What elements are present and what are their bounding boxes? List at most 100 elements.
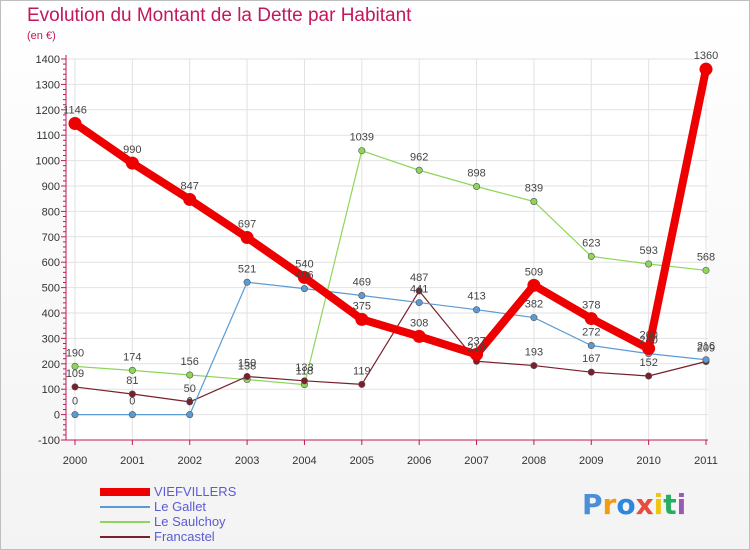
x-tick-label: 2008 — [522, 455, 546, 467]
data-point — [128, 366, 136, 374]
grid — [66, 58, 708, 441]
data-point — [530, 362, 538, 370]
logo-letter: o — [616, 488, 636, 521]
data-label: 847 — [181, 180, 199, 192]
data-point — [527, 278, 541, 292]
x-tick-label: 2007 — [464, 455, 488, 467]
data-label: 237 — [467, 335, 485, 347]
logo-letter: t — [663, 488, 677, 521]
x-tick-label: 2010 — [636, 455, 660, 467]
data-label: 540 — [295, 258, 313, 270]
y-tick-label: -100 — [38, 435, 60, 447]
y-tick-label: 1100 — [36, 130, 60, 142]
data-point — [530, 314, 538, 322]
y-tick-label: 1300 — [36, 79, 60, 91]
data-label: 167 — [582, 353, 600, 365]
data-label: 50 — [184, 383, 196, 395]
data-label: 1146 — [63, 105, 87, 117]
data-point — [642, 342, 656, 356]
data-point — [702, 266, 710, 274]
data-point — [645, 260, 653, 268]
data-label: 272 — [582, 327, 600, 339]
data-label: 0 — [187, 396, 193, 408]
legend-label: Le Saulchoy — [154, 514, 226, 529]
data-point — [473, 306, 481, 314]
data-label: 209 — [697, 343, 715, 355]
x-tick-label: 2005 — [350, 455, 374, 467]
data-labels: 190 174 156 138 118 1039 962 898 839 623 593 568 109… — [63, 50, 718, 407]
x-tick-label: 2000 — [63, 455, 87, 467]
series-line-le-gallet — [74, 281, 707, 416]
data-label: 593 — [639, 245, 657, 257]
y-tick-label: 1400 — [36, 54, 60, 66]
data-point — [702, 356, 710, 364]
y-tick-label: 1000 — [36, 156, 60, 168]
data-label: 119 — [353, 365, 371, 377]
data-label: 138 — [238, 361, 256, 373]
data-point — [470, 347, 484, 361]
data-point — [587, 368, 595, 376]
data-point — [125, 156, 139, 170]
data-label: 216 — [697, 341, 715, 353]
logo-letter: i — [653, 488, 664, 521]
data-label: 509 — [525, 266, 543, 278]
data-point — [186, 371, 194, 379]
data-label: 193 — [525, 347, 543, 359]
series-line-le-saulchoy — [74, 150, 707, 386]
data-point — [530, 197, 538, 205]
data-label: 469 — [353, 276, 371, 288]
x-tick-label: 2001 — [120, 455, 144, 467]
y-tick-label: 600 — [42, 257, 60, 269]
legend-swatch — [100, 506, 150, 508]
chart-title: Evolution du Montant de la Dette par Hab… — [27, 5, 412, 26]
data-label: 133 — [295, 362, 313, 374]
data-point — [358, 380, 366, 388]
data-label: 378 — [582, 300, 600, 312]
data-label: 109 — [66, 368, 84, 380]
data-point — [587, 252, 595, 260]
x-tick-label: 2011 — [694, 455, 718, 467]
series-layer — [68, 62, 713, 419]
data-label: 210 — [467, 342, 485, 354]
data-point — [243, 372, 251, 380]
data-point — [355, 312, 369, 326]
data-label: 1360 — [694, 50, 718, 62]
data-label: 156 — [181, 356, 199, 368]
data-point — [300, 377, 308, 385]
y-tick-label: 300 — [42, 333, 60, 345]
y-tick-label: 1200 — [36, 105, 60, 117]
data-point — [297, 270, 311, 284]
data-label: 190 — [66, 347, 84, 359]
data-label: 898 — [467, 168, 485, 180]
data-point — [587, 342, 595, 350]
data-point — [243, 278, 251, 286]
x-tick-label: 2002 — [177, 455, 201, 467]
data-label: 568 — [697, 251, 715, 263]
y-tick-label: 200 — [42, 359, 60, 371]
plot-area — [66, 59, 708, 440]
logo-letter: r — [602, 488, 617, 521]
data-label: 487 — [410, 272, 428, 284]
y-tick-label: 400 — [42, 308, 60, 320]
data-label: 240 — [639, 335, 657, 347]
legend-swatch — [100, 521, 150, 523]
y-tick-label: 800 — [42, 206, 60, 218]
x-tick-label: 2006 — [407, 455, 431, 467]
legend-label: Francastel — [154, 529, 215, 544]
data-point — [128, 411, 136, 419]
data-label: 496 — [295, 270, 313, 282]
legend-swatch — [100, 488, 150, 496]
data-point — [240, 231, 254, 245]
data-point — [358, 147, 366, 155]
data-label: 623 — [582, 237, 600, 249]
data-point — [415, 299, 423, 307]
data-point — [186, 411, 194, 419]
data-label: 152 — [639, 357, 657, 369]
data-point — [645, 372, 653, 380]
data-point — [358, 291, 366, 299]
y-tick-label: 700 — [42, 232, 60, 244]
data-label: 375 — [353, 300, 371, 312]
x-tick-label: 2003 — [235, 455, 259, 467]
data-point — [71, 383, 79, 391]
